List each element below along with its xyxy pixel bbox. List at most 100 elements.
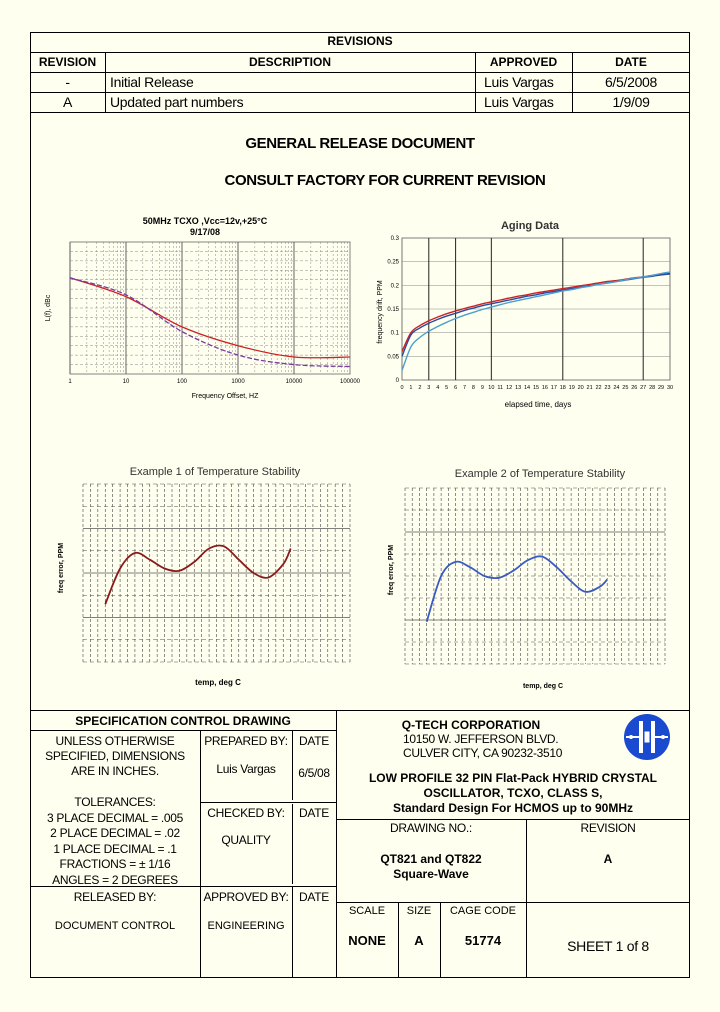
col-header-revision: REVISION [38,55,97,69]
temp2-ylabel: freq error, PPM [388,545,395,595]
approved-by-value: ENGINEERING [207,920,285,932]
product-line: Standard Design For HCMOS up to 90MHz [392,801,633,815]
phase-noise-x-tick: 10000 [286,379,303,385]
aging-x-tick: 28 [649,385,655,391]
qtech-logo-icon [624,714,670,760]
aging-x-tick: 1 [409,385,412,391]
temp2-chart: temp, deg C freq error, PPM [388,487,666,690]
phase-noise-ylabel: L(f), dBc [45,294,52,321]
temp-series-line [104,544,292,605]
revisions-title: REVISIONS [327,34,393,48]
revision-label: REVISION [580,821,636,835]
unless-line: ARE IN INCHES. [71,764,159,778]
revision-cell: - [65,74,70,90]
tolerances-block: TOLERANCES: 3 PLACE DECIMAL = .005 2 PLA… [30,795,200,888]
drawing-number-line: Square-Wave [393,867,469,881]
temp1-chart: temp, deg C freq error, PPM [58,483,351,687]
prepared-date-value: 6/5/08 [298,766,330,780]
aging-x-tick: 15 [533,385,539,391]
drawing-number: QT821 and QT822 Square-Wave [336,852,526,882]
aging-x-tick: 26 [631,385,637,391]
drawing-number-line: QT821 and QT822 [380,852,482,866]
aging-x-tick: 20 [578,385,584,391]
tolerances-title: TOLERANCES: [74,795,156,809]
aging-x-tick: 7 [463,385,466,391]
unless-line: UNLESS OTHERWISE [55,734,175,748]
temp1-xlabel: temp, deg C [195,678,241,687]
aging-y-tick: 0.2 [391,283,400,289]
aging-x-tick: 16 [542,385,548,391]
prepared-by-label: PREPARED BY: [204,734,288,748]
aging-x-tick: 29 [658,385,664,391]
aging-y-tick: 0.25 [387,260,399,266]
aging-x-tick: 12 [506,385,512,391]
product-line: OSCILLATOR, TCXO, CLASS S, [423,786,603,800]
description-cell: Initial Release [110,74,194,90]
phase-noise-title: 50MHz TCXO ,Vcc=12v,+25°C [142,216,268,226]
company-address-1: 10150 W. JEFFERSON BLVD. [403,732,559,746]
tolerance-line: ANGLES = 2 DEGREES [52,872,178,887]
aging-series-line [401,271,671,371]
aging-x-tick: 0 [400,385,403,391]
aging-y-tick: 0.15 [387,307,399,313]
temp1-title: Example 1 of Temperature Stability [129,466,301,478]
approved-cell: Luis Vargas [484,94,554,110]
prepared-date-label: DATE [299,734,329,748]
aging-x-tick: 25 [622,385,628,391]
aging-x-tick: 4 [436,385,439,391]
product-description: LOW PROFILE 32 PIN Flat-Pack HYBRID CRYS… [336,771,690,816]
aging-x-tick: 22 [595,385,601,391]
aging-y-tick: 0.05 [387,354,399,360]
approved-by-label: APPROVED BY: [203,890,289,904]
aging-x-tick: 17 [551,385,557,391]
aging-x-tick: 6 [454,385,457,391]
phase-noise-x-tick: 1000 [231,379,245,385]
phase-noise-x-tick: 1 [68,379,72,385]
revision-value: A [603,852,613,866]
aging-y-tick: 0.3 [391,236,400,242]
aging-x-tick: 18 [560,385,566,391]
temp1-ylabel: freq error, PPM [58,543,65,593]
size-label: SIZE [406,905,432,917]
aging-x-tick: 24 [613,385,619,391]
aging-x-tick: 14 [524,385,530,391]
tolerance-line: 1 PLACE DECIMAL = .1 [53,841,177,856]
released-by-label: RELEASED BY: [73,890,157,904]
approved-cell: Luis Vargas [484,74,554,90]
phase-noise-x-tick: 100000 [340,379,361,385]
released-by-value: DOCUMENT CONTROL [54,920,176,932]
temp2-xlabel: temp, deg C [523,683,563,690]
aging-x-tick: 5 [445,385,448,391]
scale-label: SCALE [348,905,386,917]
phase-noise-series-line [69,277,351,368]
tolerance-line: FRACTIONS = ± 1/16 [59,857,171,871]
product-line: LOW PROFILE 32 PIN Flat-Pack HYBRID CRYS… [368,771,658,785]
description-cell: Updated part numbers [110,94,244,110]
aging-x-tick: 8 [472,385,475,391]
aging-x-tick: 30 [667,385,673,391]
col-header-approved: APPROVED [489,55,558,69]
tolerance-line: 3 PLACE DECIMAL = .005 [46,810,184,825]
aging-x-tick: 11 [497,385,503,391]
checked-date-label: DATE [299,806,329,820]
col-header-description: DESCRIPTION [248,55,331,69]
revision-cell: A [62,94,73,110]
col-header-date: DATE [615,55,647,69]
aging-title: Aging Data [500,220,560,232]
general-release-heading: GENERAL RELEASE DOCUMENT [245,135,475,152]
phase-noise-subtitle: 9/17/08 [189,227,221,237]
phase-noise-chart: 1 10 100 1000 10000 100000 Frequency Offset, … [45,241,361,400]
aging-y-tick: 0 [396,378,400,384]
unless-note: UNLESS OTHERWISE SPECIFIED, DIMENSIONS A… [30,734,200,779]
checked-by-label: CHECKED BY: [207,806,285,820]
drawing-frame [30,32,690,978]
spec-control-title: SPECIFICATION CONTROL DRAWING [75,714,291,728]
date-cell: 6/5/2008 [604,74,658,90]
checked-by-value: QUALITY [221,833,271,847]
prepared-by-value: Luis Vargas [216,762,276,776]
aging-ylabel: frequency drift, PPM [377,280,384,344]
aging-chart: 00.050.10.150.20.250.30 1 2 3 4 5 6 7 8 9 10 11 12 13… [377,236,673,409]
sheet-number: SHEET 1 of 8 [567,938,649,954]
company-address-2: CULVER CITY, CA 90232-3510 [403,746,563,760]
